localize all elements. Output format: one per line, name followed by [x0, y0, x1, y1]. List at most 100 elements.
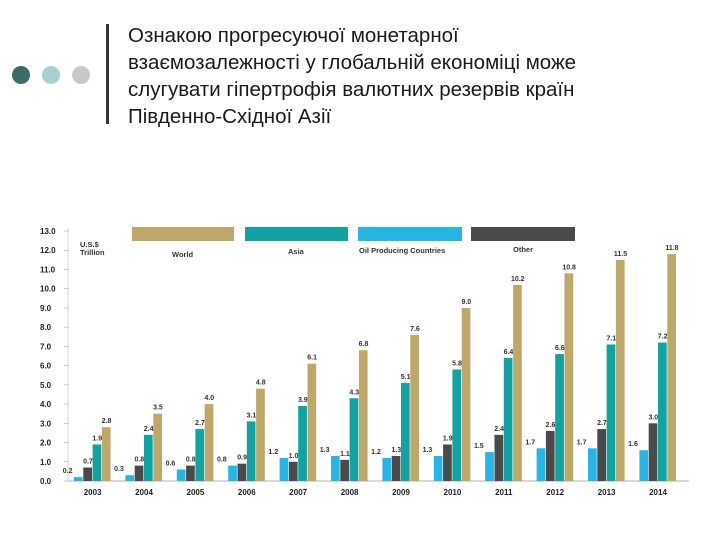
- title-line: взаємозалежності у глобальній економіці …: [128, 51, 577, 74]
- bar: [639, 450, 649, 481]
- bar: [606, 344, 616, 481]
- title-line: слугувати гіпертрофія валютних резервів …: [128, 78, 575, 101]
- y-tick-label: 7.0: [40, 342, 52, 351]
- bar: [246, 421, 256, 481]
- data-label: 1.0: [289, 453, 299, 460]
- data-label: 0.6: [166, 460, 176, 467]
- data-label: 6.4: [504, 349, 514, 356]
- data-label: 3.0: [648, 414, 658, 421]
- data-label: 4.3: [349, 389, 359, 396]
- decorative-dots: [12, 66, 94, 84]
- bar: [513, 284, 522, 481]
- bar: [555, 354, 564, 481]
- bar: [101, 427, 111, 481]
- y-tick-label: 1.0: [40, 458, 52, 467]
- data-label: 7.2: [658, 334, 668, 341]
- data-label: 0.2: [63, 468, 73, 475]
- bar: [452, 369, 462, 481]
- data-label: 2.8: [102, 418, 112, 425]
- data-label: 6.6: [555, 345, 565, 352]
- data-label: 3.1: [247, 412, 257, 419]
- bar: [358, 350, 368, 481]
- data-label: 0.8: [186, 457, 196, 464]
- bar: [410, 334, 419, 481]
- data-label: 1.5: [474, 443, 484, 450]
- data-label: 1.2: [371, 449, 381, 456]
- x-tick-label: 2013: [598, 488, 616, 497]
- data-label: 1.2: [268, 449, 278, 456]
- y-tick-label: 5.0: [40, 381, 52, 390]
- bar: [564, 273, 574, 481]
- bar: [536, 448, 546, 481]
- legend-swatch: [245, 227, 348, 241]
- data-label: 6.1: [307, 355, 317, 362]
- bar: [186, 465, 195, 481]
- data-label: 7.1: [606, 335, 616, 342]
- x-tick-label: 2004: [135, 488, 153, 497]
- y-tick-label: 8.0: [40, 323, 52, 332]
- bar: [667, 254, 676, 481]
- y-tick-label: 6.0: [40, 362, 52, 371]
- data-label: 11.8: [665, 245, 678, 252]
- bar: [307, 363, 317, 481]
- bar: [485, 452, 494, 481]
- y-tick-label: 4.0: [40, 400, 52, 409]
- data-label: 6.8: [359, 341, 369, 348]
- bar: [125, 475, 135, 481]
- legend-swatch: [132, 227, 234, 241]
- data-label: 5.1: [401, 374, 411, 381]
- data-label: 10.2: [511, 276, 525, 283]
- bar: [391, 456, 401, 481]
- light-teal-dot-icon: [42, 66, 60, 84]
- data-label: 2.4: [144, 426, 154, 433]
- bar: [494, 434, 504, 481]
- x-tick-label: 2009: [392, 488, 410, 497]
- bar: [648, 423, 658, 481]
- x-tick-label: 2014: [649, 488, 667, 497]
- y-tick-label: 12.0: [40, 246, 56, 255]
- y-tick-label: 10.0: [40, 285, 56, 294]
- y-tick-label: 0.0: [40, 477, 52, 486]
- data-label: 1.7: [577, 439, 587, 446]
- bar: [615, 259, 625, 481]
- bar: [401, 382, 410, 481]
- data-label: 1.6: [628, 441, 638, 448]
- reserves-bar-chart: 0.0 1.0 2.0 3.0 4.0 5.0 6.0 7.0 8.0 9.0 10.0 11.0 12…: [40, 227, 689, 497]
- x-tick-label: 2008: [341, 488, 359, 497]
- y-tick-label: 11.0: [40, 265, 56, 274]
- legend-label: Oil Producing Countries: [359, 246, 445, 255]
- data-label: 4.0: [204, 395, 214, 402]
- data-label: 1.9: [443, 435, 453, 442]
- title-divider: [106, 24, 109, 124]
- bar: [433, 456, 443, 481]
- bar: [340, 459, 349, 481]
- x-tick-label: 2003: [84, 488, 102, 497]
- data-label: 0.8: [217, 457, 227, 464]
- data-label: 10.8: [562, 264, 576, 271]
- bar: [83, 467, 92, 481]
- bar: [461, 307, 471, 481]
- bar: [443, 444, 452, 481]
- bar: [658, 342, 667, 481]
- bar: [256, 388, 265, 481]
- data-label: 1.7: [525, 439, 535, 446]
- data-label: 1.1: [340, 451, 350, 458]
- data-label: 1.3: [391, 447, 401, 454]
- data-label: 7.6: [410, 326, 420, 333]
- gray-dot-icon: [72, 66, 90, 84]
- bar: [545, 431, 555, 481]
- data-label: 0.9: [237, 455, 247, 462]
- x-tick-label: 2011: [495, 488, 513, 497]
- data-label: 0.7: [83, 459, 93, 466]
- legend-swatch: [471, 227, 575, 241]
- title-line: Південно-Східної Азії: [128, 105, 332, 128]
- data-label: 4.8: [256, 380, 266, 387]
- bar: [74, 477, 83, 481]
- bar: [288, 461, 298, 481]
- data-label: 11.5: [614, 251, 627, 258]
- bar: [382, 457, 392, 481]
- data-label: 1.3: [423, 447, 433, 454]
- bar: [144, 434, 153, 481]
- data-label: 2.7: [597, 420, 607, 427]
- bar: [92, 444, 102, 481]
